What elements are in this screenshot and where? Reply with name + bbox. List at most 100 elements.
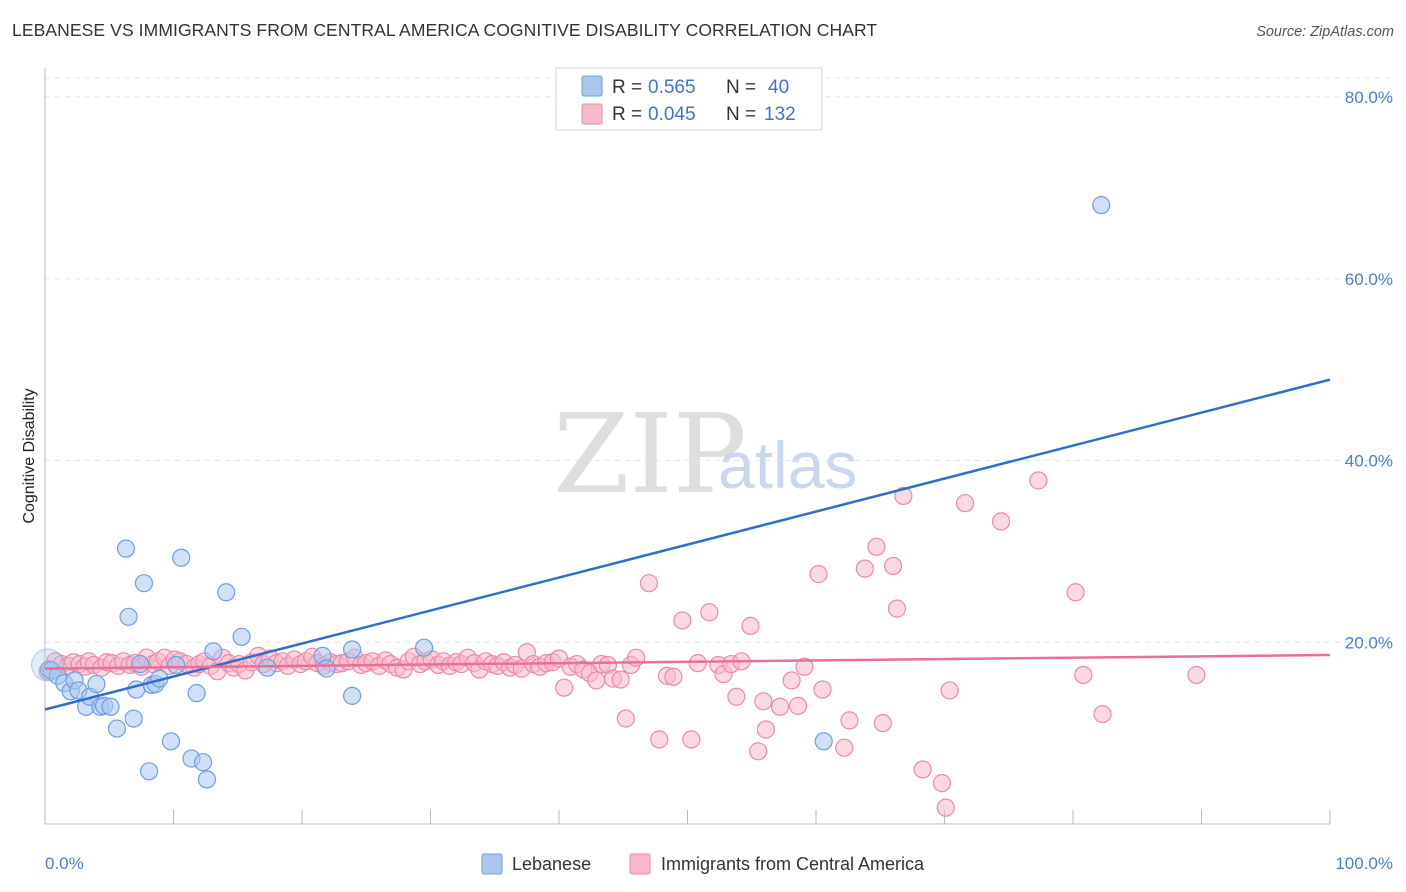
central-america-point (555, 678, 574, 697)
series-legend: Lebanese Immigrants from Central America (481, 853, 925, 875)
gridlines (45, 77, 1393, 643)
central-america-point (894, 486, 913, 506)
lebanese-point (101, 697, 120, 716)
central-america-point (1093, 704, 1112, 724)
central-america-point (991, 512, 1011, 531)
central-america-point (813, 680, 832, 699)
legend-r-label-central-america: R = (612, 104, 642, 125)
lebanese-point (107, 719, 127, 738)
central-america-point (616, 709, 635, 728)
y-axis-tick-labels: 20.0% 40.0% 60.0% 80.0% (1345, 88, 1393, 652)
central-america-point (835, 738, 854, 757)
central-america-point (682, 730, 701, 749)
y-tick-label: 20.0% (1345, 633, 1393, 652)
watermark-atlas: atlas (718, 428, 857, 502)
legend-swatch-central-america (581, 103, 603, 125)
lebanese-point (187, 684, 206, 703)
central-america-point (626, 648, 646, 667)
central-america-point (883, 556, 903, 576)
central-america-point (809, 564, 828, 584)
lebanese-point (172, 548, 191, 567)
lebanese-point (134, 574, 154, 593)
x-tick-label-min: 0.0% (45, 854, 84, 873)
central-america-point (1066, 583, 1085, 602)
central-america-point (782, 671, 801, 690)
series-legend-swatch-central-america (629, 853, 651, 875)
lebanese-point (343, 686, 362, 705)
legend-n-value-lebanese: 40 (768, 77, 789, 98)
trend-line-lebanese (44, 378, 1331, 711)
central-america-point (650, 730, 669, 749)
central-america-point (587, 671, 606, 690)
central-america-point (754, 692, 773, 711)
central-america-point (756, 720, 775, 739)
central-america-point (727, 687, 746, 706)
series-legend-label-central-america: Immigrants from Central America (661, 854, 925, 874)
central-america-point (749, 742, 768, 761)
central-america-point (867, 537, 886, 556)
central-america-point (1187, 665, 1206, 685)
correlation-legend: R = 0.565 N = 40 R = 0.045 N = 132 (555, 67, 823, 131)
lebanese-point (130, 654, 150, 674)
series-legend-swatch-lebanese (481, 853, 503, 875)
central-america-point (873, 714, 892, 733)
central-america-point (788, 696, 808, 715)
lebanese-point (232, 627, 251, 646)
lebanese-point (139, 762, 159, 781)
lebanese-point (258, 658, 277, 677)
central-america-point (855, 559, 874, 578)
lebanese-point (814, 732, 833, 751)
central-america-point (940, 681, 959, 700)
lebanese-point (414, 638, 434, 657)
legend-swatch-lebanese (581, 75, 603, 97)
central-america-point (936, 798, 955, 817)
lebanese-point (343, 640, 362, 659)
trend-line-central-america (44, 653, 1331, 670)
lebanese-point (193, 753, 213, 772)
lebanese-point (204, 642, 223, 661)
legend-r-label-lebanese: R = (612, 77, 642, 98)
legend-n-label-central-america: N = (726, 104, 756, 125)
series-legend-label-lebanese: Lebanese (512, 854, 591, 874)
central-america-point (795, 657, 814, 676)
lebanese-cluster-point (31, 648, 65, 682)
central-america-point (700, 603, 719, 622)
central-america-point (639, 574, 659, 593)
central-america-point (955, 494, 975, 513)
central-america-point (611, 670, 630, 689)
y-tick-label: 80.0% (1345, 88, 1393, 107)
chart-title: LEBANESE VS IMMIGRANTS FROM CENTRAL AMER… (12, 20, 878, 40)
lebanese-point (87, 674, 106, 694)
legend-n-value-central-america: 132 (764, 104, 796, 125)
y-tick-label: 60.0% (1345, 270, 1393, 289)
central-america-point (932, 774, 952, 793)
central-america-point (741, 616, 760, 635)
lebanese-point (317, 659, 336, 678)
trend-lines (44, 378, 1331, 711)
watermark-zip: ZIP (553, 390, 747, 518)
lebanese-point (116, 539, 136, 558)
legend-n-label-lebanese: N = (726, 77, 756, 98)
lebanese-point (161, 732, 181, 751)
lebanese-point (1092, 196, 1111, 215)
legend-r-value-lebanese: 0.565 (648, 77, 696, 98)
y-tick-label: 40.0% (1345, 452, 1393, 471)
lebanese-point (197, 770, 217, 789)
x-tick-label-max: 100.0% (1335, 854, 1393, 873)
central-america-point (887, 599, 907, 618)
lebanese-point (119, 607, 138, 626)
central-america-point (688, 654, 707, 673)
central-america-point (770, 697, 790, 716)
lebanese-point (166, 655, 186, 675)
central-america-point (840, 711, 859, 730)
central-america-point (664, 667, 683, 686)
source-credit: Source: ZipAtlas.com (1256, 24, 1394, 40)
central-america-point (1029, 471, 1048, 490)
central-america-point (673, 611, 692, 630)
lebanese-point (217, 583, 236, 602)
central-america-point (1074, 665, 1093, 685)
lebanese-point (124, 709, 143, 728)
y-axis-title: Cognitive Disability (21, 388, 38, 523)
x-axis-ticks (173, 810, 1331, 824)
